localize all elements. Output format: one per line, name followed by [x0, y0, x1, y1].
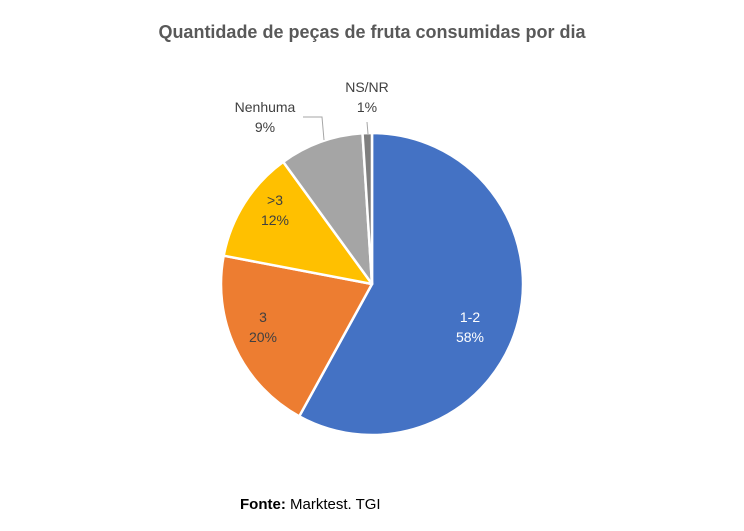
slice-value-label: 1% [357, 99, 377, 115]
slice-value-label: 58% [456, 329, 484, 345]
leader-line-5 [366, 121, 369, 135]
pie-slice-3 [222, 160, 374, 286]
slice-category-label: NS/NR [345, 79, 389, 95]
slice-category-label: >3 [267, 192, 283, 208]
slice-value-label: 20% [249, 329, 277, 345]
source-text: Marktest. TGI [290, 496, 381, 513]
slice-category-label: Nenhuma [235, 99, 296, 115]
slice-category-label: 3 [259, 309, 267, 325]
pie-slice-5 [361, 131, 374, 286]
chart-title: Quantidade de peças de fruta consumidas … [158, 22, 586, 42]
pie-slice-2 [219, 254, 374, 418]
slice-value-label: 12% [261, 212, 289, 228]
pie-slice-4 [281, 132, 374, 286]
source-note: Fonte: Marktest. TGI [240, 496, 381, 513]
slice-category-label: 1-2 [460, 309, 480, 325]
source-label: Fonte: [240, 496, 286, 513]
slice-value-label: 9% [255, 119, 275, 135]
leader-line-4 [303, 116, 325, 141]
pie-slice-1 [298, 131, 525, 437]
